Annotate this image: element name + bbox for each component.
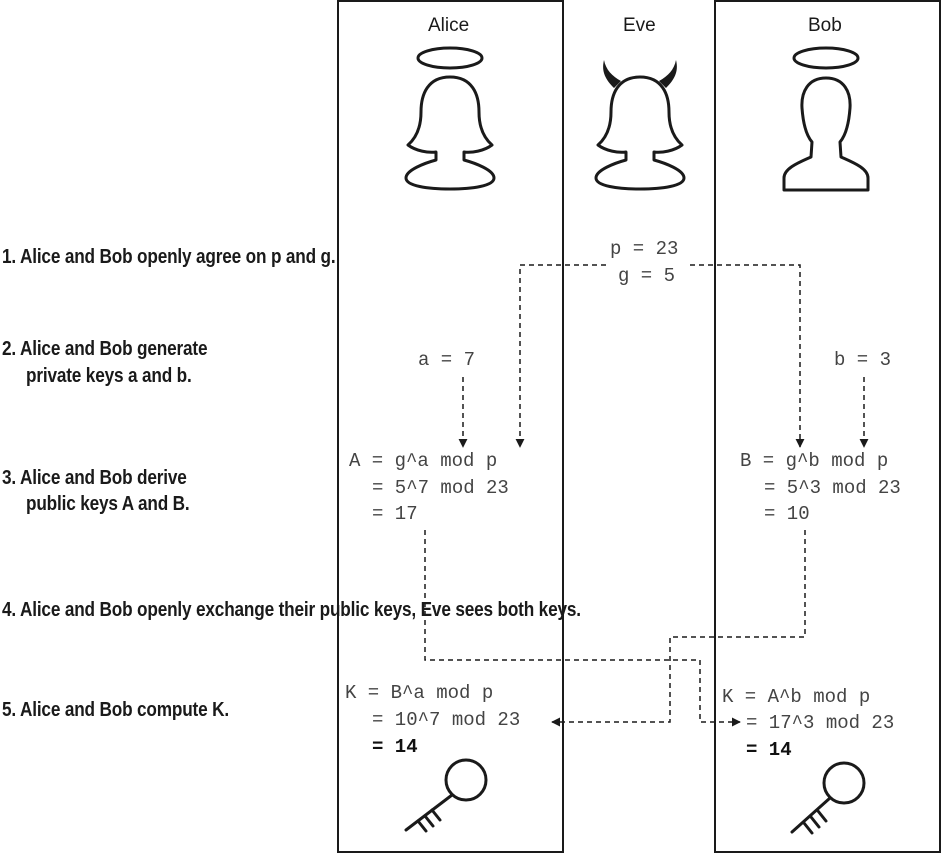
bob-public-line3: = 10: [764, 503, 810, 525]
key-icon: [790, 761, 866, 835]
bob-column: [714, 0, 941, 853]
shared-g: g = 5: [618, 265, 676, 287]
bob-name: Bob: [808, 15, 842, 36]
alice-public-line1: A = g^a mod p: [349, 450, 498, 472]
step-4-label: 4. Alice and Bob openly exchange their p…: [2, 599, 581, 621]
eve-avatar-icon: [594, 75, 686, 191]
alice-column: [337, 0, 564, 853]
step-3-label-line1: 3. Alice and Bob derive: [2, 467, 187, 489]
arrow-A-to-bob: [424, 530, 741, 727]
halo-icon: [416, 46, 484, 70]
step-1-label: 1. Alice and Bob openly agree on p and g…: [2, 246, 336, 268]
halo-icon: [792, 46, 860, 70]
alice-shared-result: = 14: [372, 736, 418, 758]
arrow-shared-to-bob: [690, 264, 805, 448]
key-icon: [404, 758, 488, 833]
step-2-label-line2: private keys a and b.: [26, 365, 192, 387]
step-5-label: 5. Alice and Bob compute K.: [2, 699, 229, 721]
bob-public-line2: = 5^3 mod 23: [764, 477, 901, 499]
bob-shared-line1: K = A^b mod p: [722, 686, 871, 708]
bob-shared-line2: = 17^3 mod 23: [746, 712, 895, 734]
alice-shared-line2: = 10^7 mod 23: [372, 709, 521, 731]
devil-horns-icon: [603, 60, 677, 88]
bob-shared-result: = 14: [746, 739, 792, 761]
alice-private-key: a = 7: [418, 349, 476, 371]
alice-avatar-icon: [404, 46, 496, 191]
bob-public-line1: B = g^b mod p: [740, 450, 889, 472]
alice-public-line2: = 5^7 mod 23: [372, 477, 509, 499]
alice-public-line3: = 17: [372, 503, 418, 525]
arrow-shared-to-alice: [515, 264, 606, 448]
step-3-label-line2: public keys A and B.: [26, 493, 190, 515]
arrows: [424, 264, 869, 727]
alice-name: Alice: [428, 15, 470, 36]
bob-avatar-icon: [782, 46, 870, 192]
bob-private-key: b = 3: [834, 349, 892, 371]
step-2-label-line1: 2. Alice and Bob generate: [2, 338, 208, 360]
shared-p: p = 23: [610, 238, 679, 260]
eve-name: Eve: [623, 15, 656, 36]
alice-shared-line1: K = B^a mod p: [345, 682, 494, 704]
